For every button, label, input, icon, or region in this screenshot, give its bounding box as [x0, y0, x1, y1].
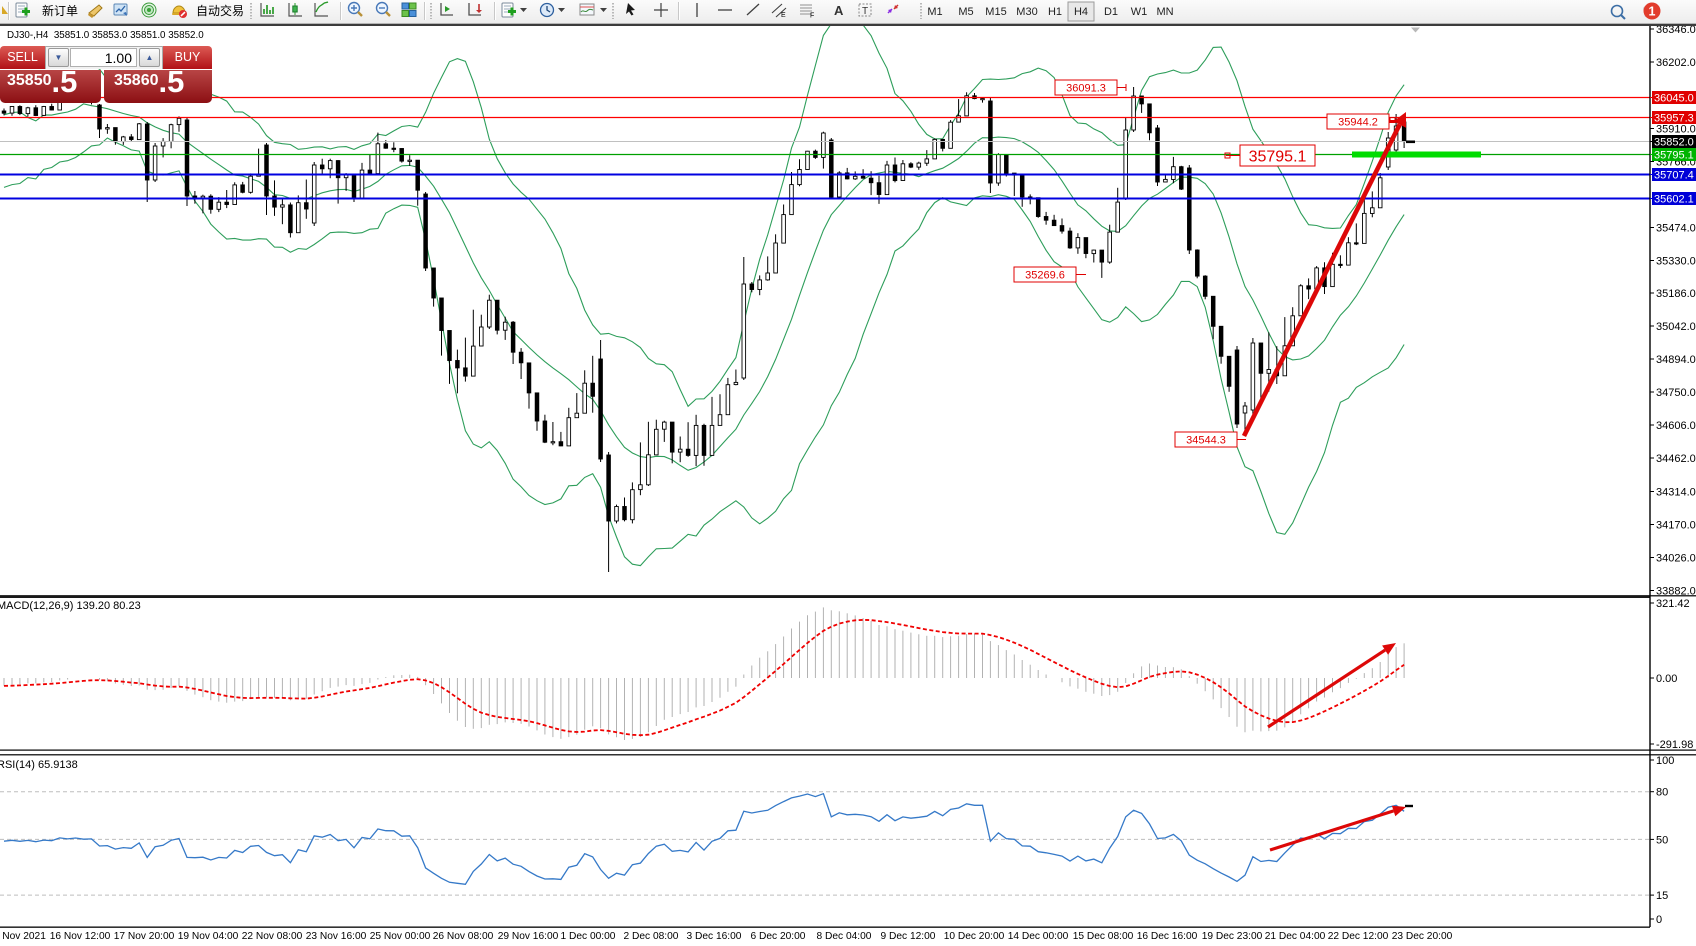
svg-text:22 Nov 08:00: 22 Nov 08:00 — [242, 931, 303, 942]
svg-text:80: 80 — [1656, 787, 1668, 799]
svg-text:15 Dec 08:00: 15 Dec 08:00 — [1073, 931, 1134, 942]
svg-text:35330.0: 35330.0 — [1656, 256, 1696, 268]
svg-text:22 Dec 12:00: 22 Dec 12:00 — [1328, 931, 1389, 942]
svg-text:35957.3: 35957.3 — [1654, 113, 1694, 125]
svg-text:36346.0: 36346.0 — [1656, 26, 1696, 36]
svg-text:321.42: 321.42 — [1656, 598, 1690, 610]
svg-text:35852.0: 35852.0 — [1654, 137, 1694, 149]
svg-text:自动交易: 自动交易 — [196, 3, 244, 18]
svg-text:9 Dec 12:00: 9 Dec 12:00 — [881, 931, 936, 942]
svg-text:34894.0: 34894.0 — [1656, 354, 1696, 366]
svg-text:M15: M15 — [985, 6, 1006, 18]
svg-text:M1: M1 — [927, 6, 942, 18]
svg-text:1: 1 — [1649, 5, 1656, 19]
svg-text:35795.1: 35795.1 — [1654, 150, 1694, 162]
svg-text:DJ30-,H4 35851.0 35853.0 3585: DJ30-,H4 35851.0 35853.0 35851.0 35852.0 — [7, 30, 204, 41]
svg-text:A: A — [834, 3, 844, 18]
svg-text:6 Dec 20:00: 6 Dec 20:00 — [751, 931, 806, 942]
svg-text:33882.0: 33882.0 — [1656, 586, 1696, 598]
svg-text:35186.0: 35186.0 — [1656, 288, 1696, 300]
svg-text:10 Dec 20:00: 10 Dec 20:00 — [944, 931, 1005, 942]
svg-text:E: E — [781, 12, 786, 19]
svg-text:19 Nov 04:00: 19 Nov 04:00 — [178, 931, 239, 942]
svg-text:MACD(12,26,9) 139.20 80.23: MACD(12,26,9) 139.20 80.23 — [0, 600, 141, 612]
svg-text:1 Dec 00:00: 1 Dec 00:00 — [561, 931, 616, 942]
svg-text:36045.0: 36045.0 — [1654, 93, 1694, 105]
svg-text:35602.1: 35602.1 — [1654, 194, 1694, 206]
svg-text:23 Nov 16:00: 23 Nov 16:00 — [306, 931, 367, 942]
svg-text:2 Dec 08:00: 2 Dec 08:00 — [624, 931, 679, 942]
svg-text:23 Dec 20:00: 23 Dec 20:00 — [1392, 931, 1453, 942]
svg-text:34314.0: 34314.0 — [1656, 487, 1696, 499]
svg-text:35944.2: 35944.2 — [1338, 116, 1378, 128]
svg-text:15 Nov 2021: 15 Nov 2021 — [0, 931, 46, 942]
svg-text:35474.0: 35474.0 — [1656, 223, 1696, 235]
svg-text:36202.0: 36202.0 — [1656, 57, 1696, 69]
svg-text:35042.0: 35042.0 — [1656, 321, 1696, 333]
svg-text:M5: M5 — [958, 6, 973, 18]
svg-text:25 Nov 00:00: 25 Nov 00:00 — [370, 931, 431, 942]
svg-text:H4: H4 — [1074, 6, 1088, 18]
svg-text:100: 100 — [1656, 755, 1674, 767]
svg-text:34750.0: 34750.0 — [1656, 387, 1696, 399]
svg-text:D1: D1 — [1104, 6, 1118, 18]
svg-text:T: T — [862, 6, 868, 17]
svg-text:36091.3: 36091.3 — [1066, 82, 1106, 94]
svg-text:19 Dec 23:00: 19 Dec 23:00 — [1202, 931, 1263, 942]
svg-text:0.00: 0.00 — [1656, 673, 1677, 685]
svg-text:35269.6: 35269.6 — [1025, 269, 1065, 281]
svg-text:34462.0: 34462.0 — [1656, 453, 1696, 465]
svg-text:H1: H1 — [1048, 6, 1062, 18]
svg-text:14 Dec 00:00: 14 Dec 00:00 — [1008, 931, 1069, 942]
svg-text:26 Nov 08:00: 26 Nov 08:00 — [433, 931, 494, 942]
svg-text:35795.1: 35795.1 — [1249, 148, 1307, 165]
svg-text:34026.0: 34026.0 — [1656, 553, 1696, 565]
svg-text:-291.98: -291.98 — [1656, 739, 1693, 751]
svg-text:16 Dec 16:00: 16 Dec 16:00 — [1137, 931, 1198, 942]
svg-text:新订单: 新订单 — [42, 3, 78, 18]
svg-text:F: F — [810, 13, 814, 20]
svg-text:M30: M30 — [1016, 6, 1037, 18]
svg-text:0: 0 — [1656, 914, 1662, 926]
svg-text:35910.0: 35910.0 — [1656, 124, 1696, 136]
svg-text:35707.4: 35707.4 — [1654, 170, 1694, 182]
svg-text:RSI(14) 65.9138: RSI(14) 65.9138 — [0, 759, 78, 771]
svg-text:3 Dec 16:00: 3 Dec 16:00 — [687, 931, 742, 942]
svg-text:16 Nov 12:00: 16 Nov 12:00 — [50, 931, 111, 942]
svg-text:50: 50 — [1656, 834, 1668, 846]
svg-text:MN: MN — [1156, 6, 1173, 18]
svg-text:17 Nov 20:00: 17 Nov 20:00 — [114, 931, 175, 942]
svg-text:W1: W1 — [1131, 6, 1148, 18]
svg-text:34606.0: 34606.0 — [1656, 420, 1696, 432]
svg-text:34170.0: 34170.0 — [1656, 520, 1696, 532]
svg-text:21 Dec 04:00: 21 Dec 04:00 — [1265, 931, 1326, 942]
svg-text:15: 15 — [1656, 890, 1668, 902]
svg-text:29 Nov 16:00: 29 Nov 16:00 — [498, 931, 559, 942]
svg-text:34544.3: 34544.3 — [1186, 434, 1226, 446]
svg-text:8 Dec 04:00: 8 Dec 04:00 — [817, 931, 872, 942]
